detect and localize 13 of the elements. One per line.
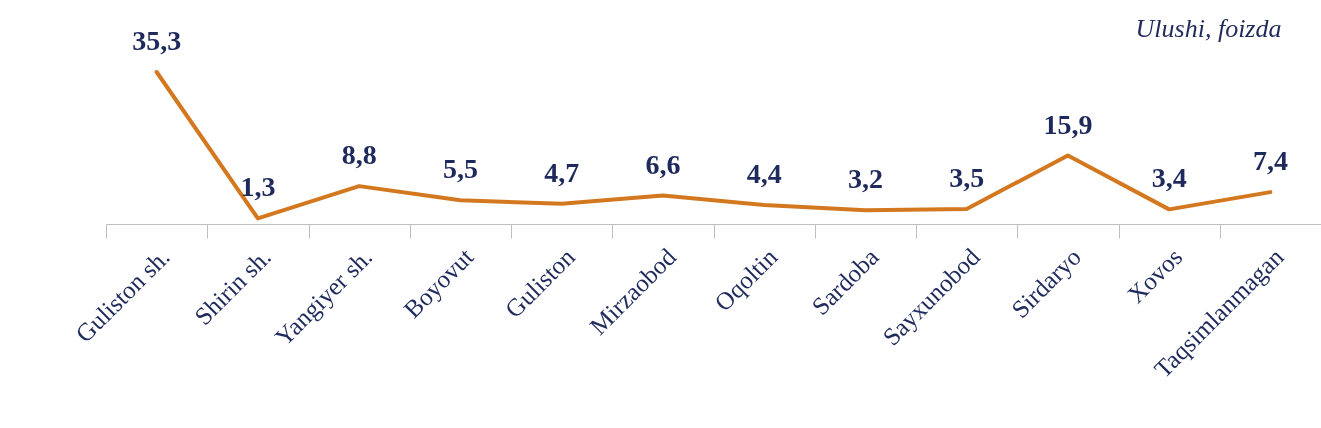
data-label: 3,5: [949, 161, 985, 193]
data-label: 6,6: [645, 148, 681, 180]
data-label: 15,9: [1043, 108, 1093, 140]
data-label: 3,2: [847, 163, 883, 195]
data-label: 7,4: [1252, 145, 1288, 177]
data-label: 5,5: [442, 153, 478, 185]
data-label: 8,8: [341, 139, 377, 171]
data-label: 4,7: [544, 156, 580, 188]
chart-title: Ulushi, foizda: [1135, 14, 1282, 43]
data-label: 3,4: [1151, 162, 1187, 194]
data-label: 1,3: [240, 171, 276, 203]
data-label: 35,3: [132, 25, 182, 56]
data-label: 4,4: [746, 158, 782, 190]
